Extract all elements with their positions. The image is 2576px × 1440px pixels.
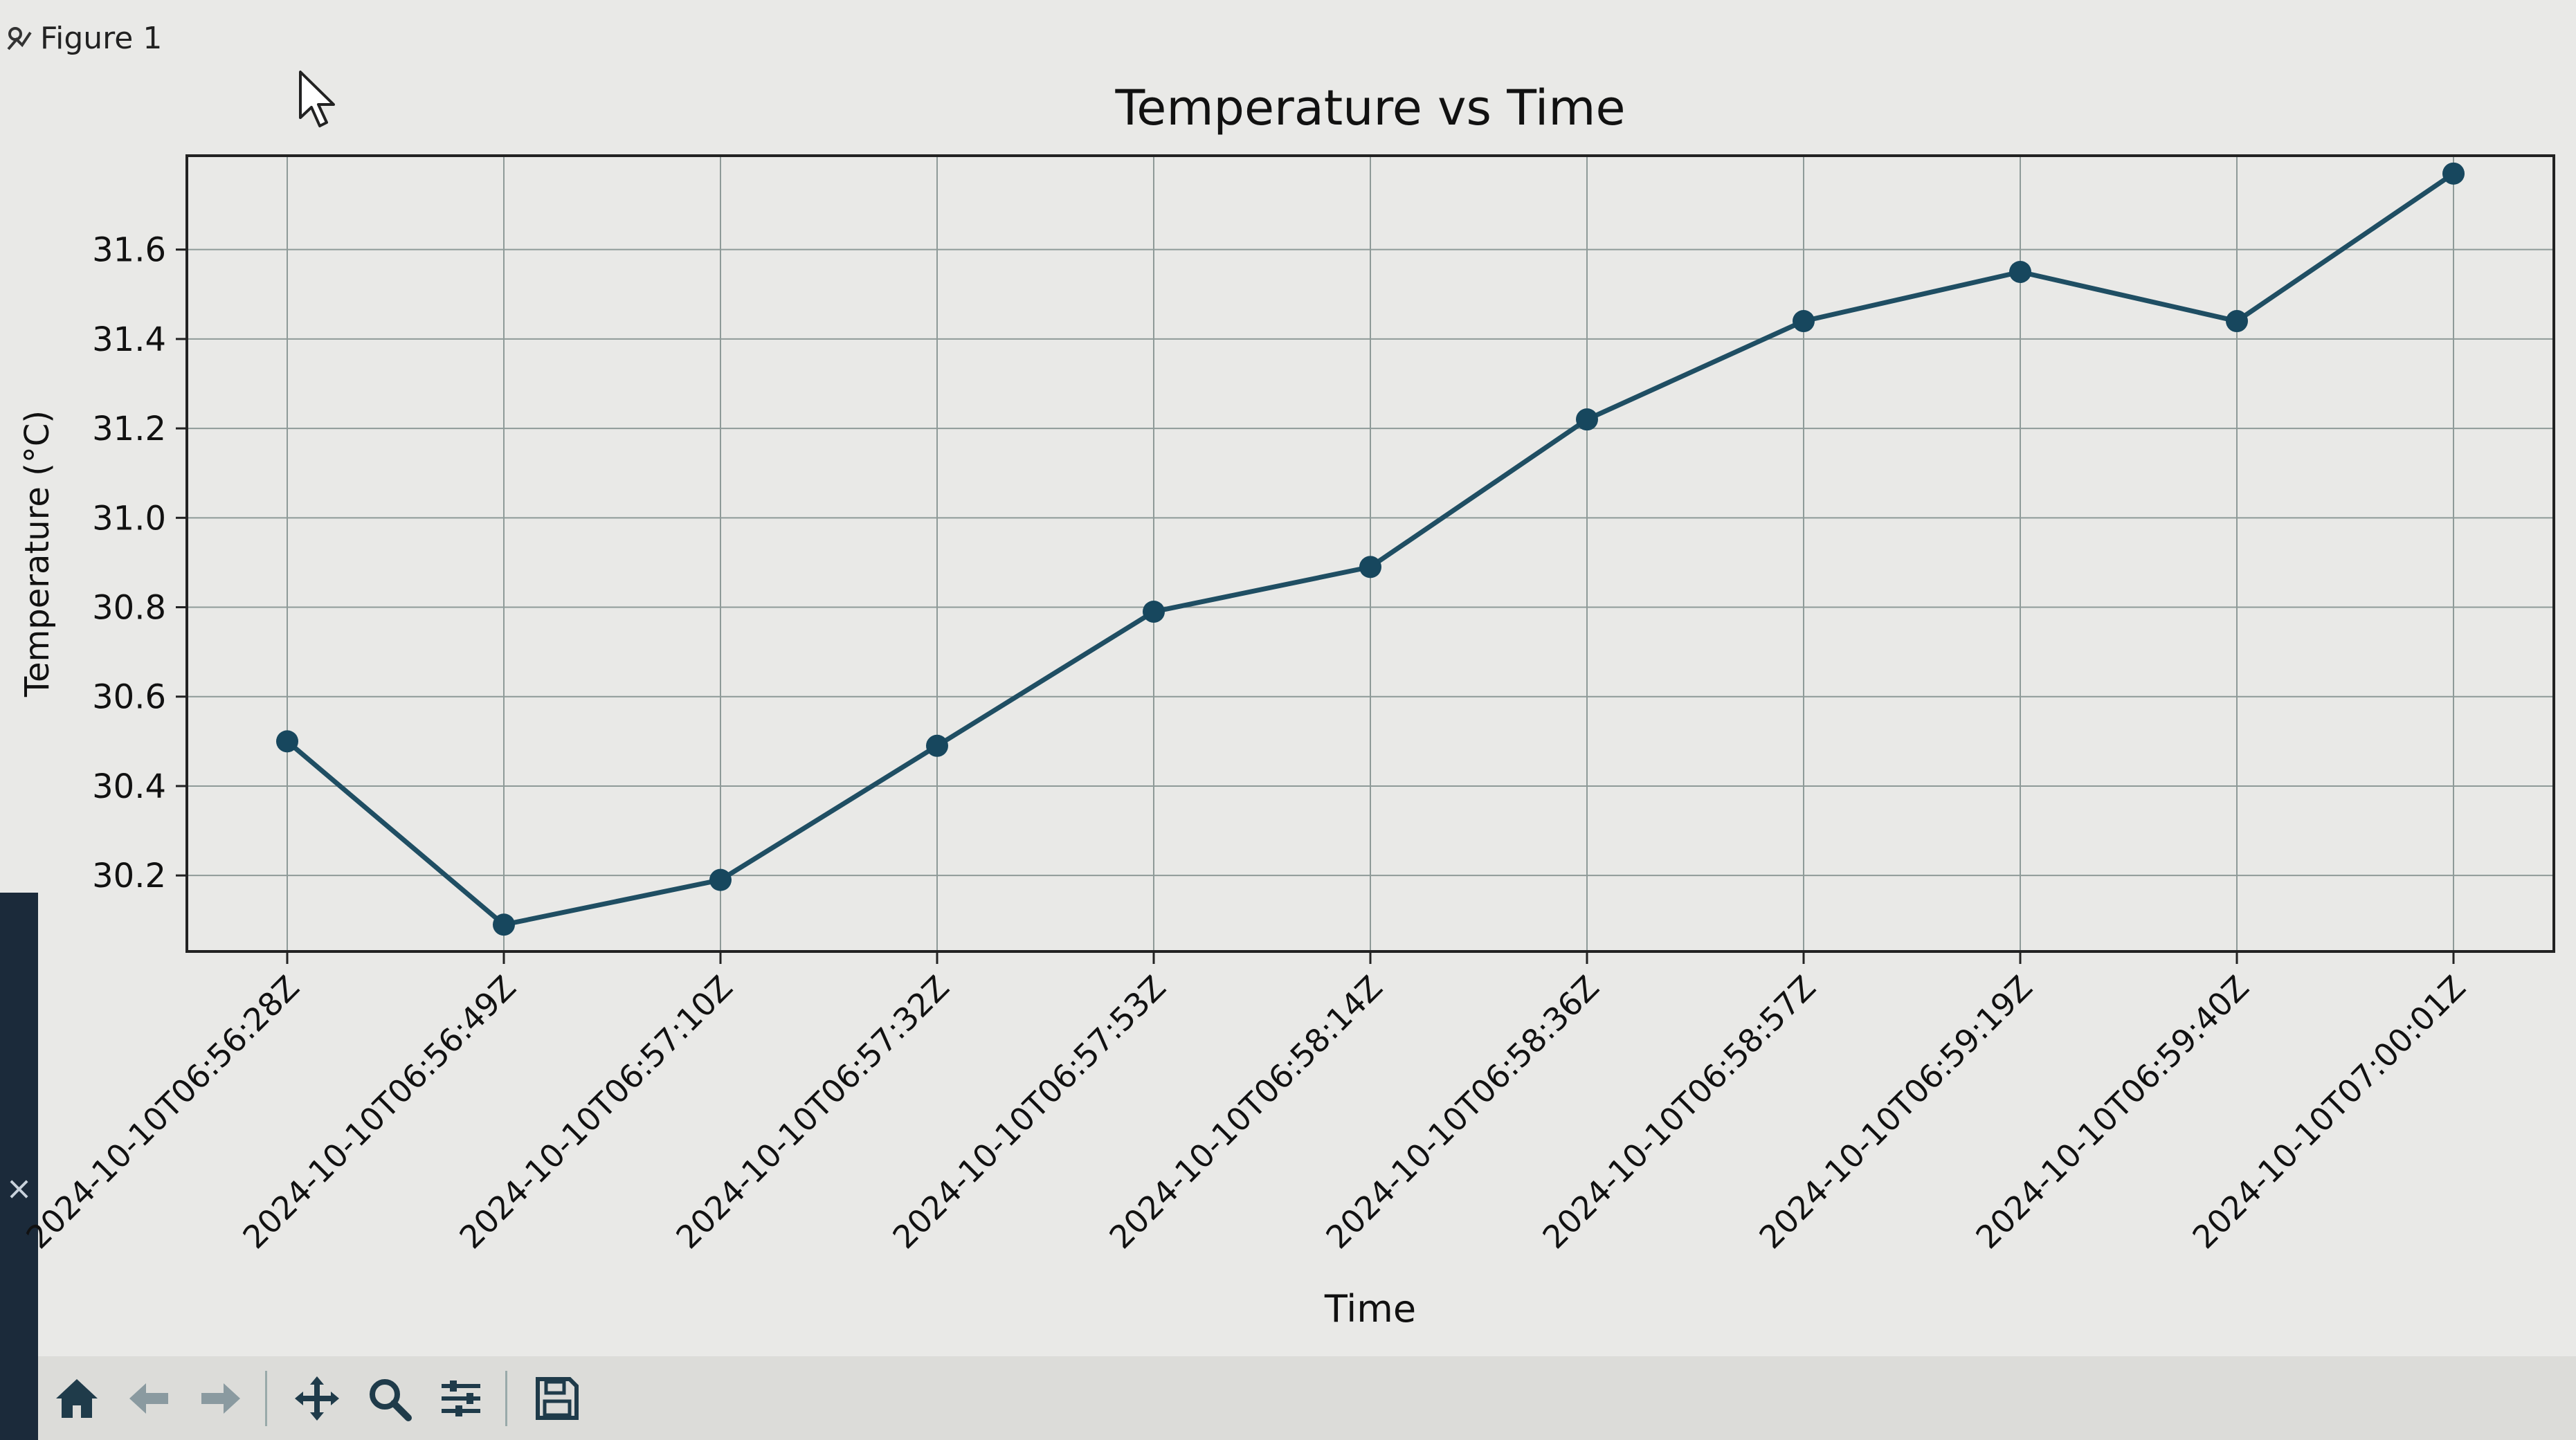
configure-subplots-icon[interactable]: [428, 1365, 494, 1432]
y-tick-label: 30.4: [92, 767, 166, 806]
x-axis-label: Time: [1324, 1287, 1416, 1331]
data-point: [1359, 556, 1381, 578]
y-tick-label: 30.2: [92, 857, 166, 895]
data-point: [493, 913, 515, 936]
data-point: [1576, 408, 1598, 431]
save-icon[interactable]: [524, 1365, 590, 1432]
x-axis-ticks: 2024-10-10T06:56:28Z2024-10-10T06:56:49Z…: [19, 951, 2473, 1256]
data-point: [1793, 310, 1815, 333]
data-point: [926, 734, 948, 757]
left-edge-panel: [0, 893, 38, 1440]
toolbar-separator: [505, 1370, 507, 1426]
chart-title: Temperature vs Time: [1114, 80, 1625, 136]
window-titlebar: Figure 1: [0, 0, 2576, 76]
y-axis-ticks: 30.2 30.4 30.6 30.8 31.0 31.2 31.4 31.6: [92, 231, 187, 895]
forward-arrow-icon[interactable]: [188, 1365, 254, 1432]
figure-app-icon: [6, 24, 33, 52]
grid-lines: [187, 156, 2554, 951]
home-icon[interactable]: [44, 1365, 110, 1432]
mouse-pointer-icon: [298, 69, 339, 134]
y-tick-label: 30.8: [92, 589, 166, 628]
data-point: [2009, 260, 2031, 283]
y-tick-label: 31.4: [92, 320, 166, 359]
zoom-icon[interactable]: [356, 1365, 422, 1432]
close-icon[interactable]: ×: [6, 1169, 33, 1207]
y-tick-label: 31.6: [92, 231, 166, 270]
back-arrow-icon[interactable]: [116, 1365, 182, 1432]
data-point: [709, 868, 732, 891]
y-tick-label: 31.2: [92, 410, 166, 448]
y-tick-label: 30.6: [92, 678, 166, 717]
data-point: [1143, 600, 1165, 623]
y-axis-label: Temperature (°C): [18, 410, 57, 698]
y-tick-label: 31.0: [92, 499, 166, 538]
data-point: [276, 730, 298, 753]
toolbar-separator: [265, 1370, 267, 1426]
navigation-toolbar: [38, 1356, 2576, 1440]
pan-icon[interactable]: [284, 1365, 350, 1432]
series-layer: [276, 162, 2465, 936]
window-title: Figure 1: [40, 20, 163, 56]
temperature-chart: 30.2 30.4 30.6 30.8 31.0 31.2 31.4 31.6 2024-10…: [18, 80, 2555, 1331]
data-point: [2442, 162, 2465, 185]
data-point: [2226, 310, 2248, 333]
